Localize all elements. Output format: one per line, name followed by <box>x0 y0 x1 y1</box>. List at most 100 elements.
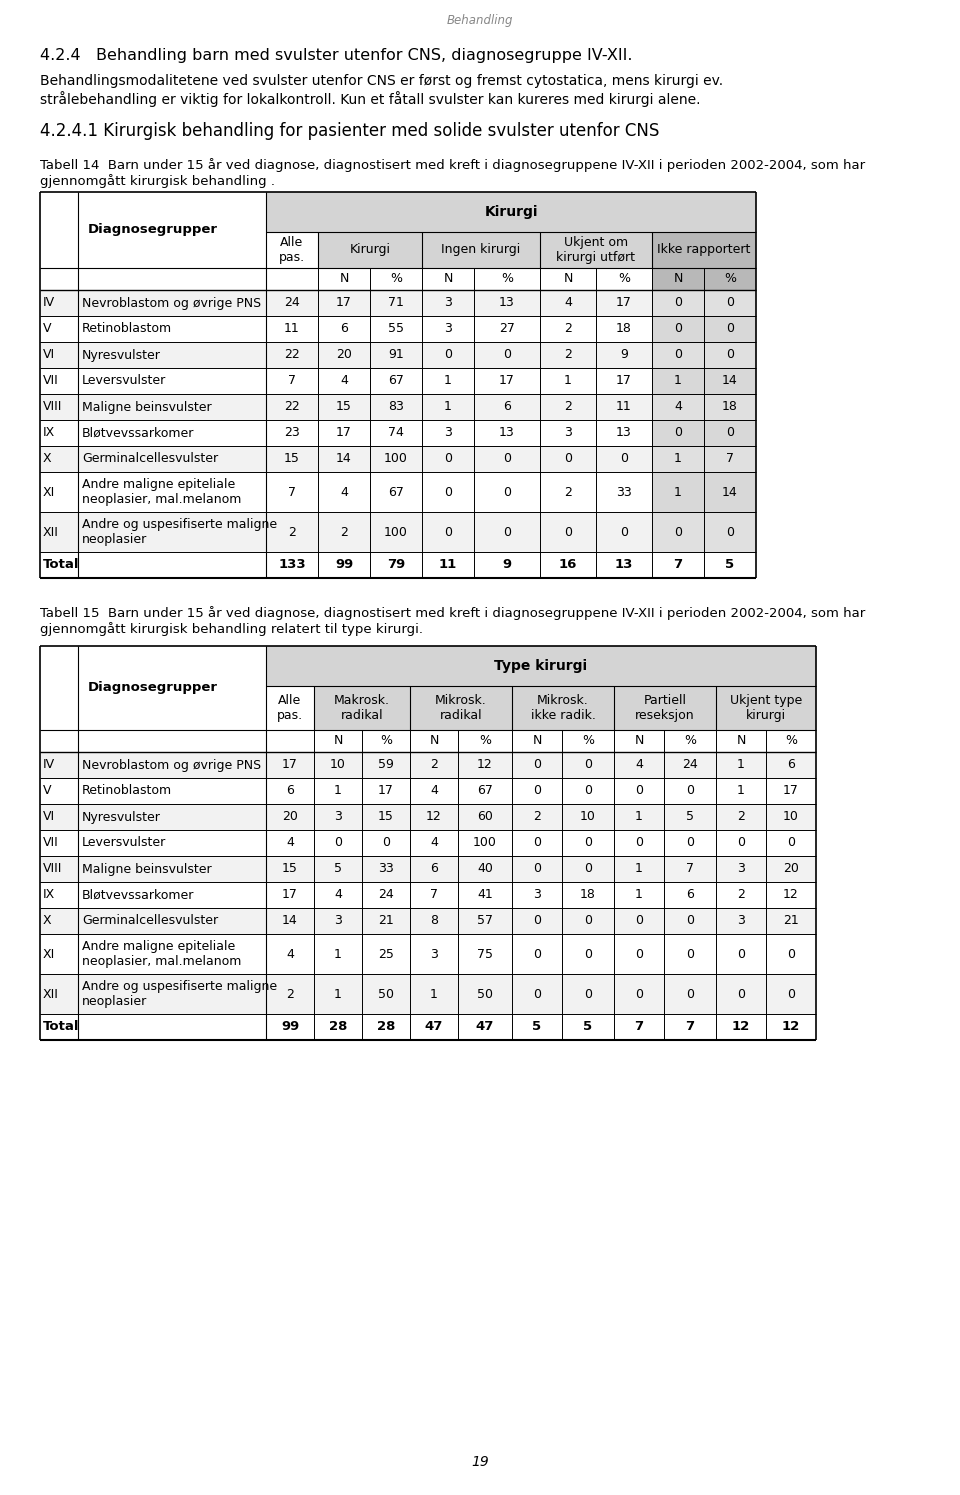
Bar <box>40 511 756 552</box>
Text: 0: 0 <box>726 323 734 335</box>
Text: 4: 4 <box>674 401 682 414</box>
Text: 0: 0 <box>503 348 511 362</box>
Text: 133: 133 <box>278 559 306 571</box>
Text: 3: 3 <box>444 296 452 309</box>
Text: 0: 0 <box>564 453 572 465</box>
Text: X: X <box>43 453 52 465</box>
Text: 0: 0 <box>737 837 745 849</box>
Bar <box>40 315 756 342</box>
Text: 0: 0 <box>584 758 592 771</box>
Bar <box>512 686 614 730</box>
Bar <box>652 232 756 268</box>
Text: 99: 99 <box>335 559 353 571</box>
Text: 15: 15 <box>336 401 352 414</box>
Text: 5: 5 <box>584 1021 592 1033</box>
Text: Maligne beinsvulster: Maligne beinsvulster <box>82 863 211 876</box>
Text: %: % <box>618 272 630 286</box>
Text: Andre maligne epiteliale
neoplasier, mal.melanom: Andre maligne epiteliale neoplasier, mal… <box>82 478 241 505</box>
Text: 4: 4 <box>286 948 294 960</box>
Text: 0: 0 <box>584 837 592 849</box>
Text: 1: 1 <box>636 888 643 901</box>
Text: 4.2.4.1 Kirurgisk behandling for pasienter med solide svulster utenfor CNS: 4.2.4.1 Kirurgisk behandling for pasient… <box>40 123 660 141</box>
Text: 0: 0 <box>674 526 682 538</box>
Text: 1: 1 <box>737 758 745 771</box>
Bar <box>652 290 756 315</box>
Text: 59: 59 <box>378 758 394 771</box>
Text: 4: 4 <box>636 758 643 771</box>
Bar <box>318 232 422 268</box>
Text: Andre og uspesifiserte maligne
neoplasier: Andre og uspesifiserte maligne neoplasie… <box>82 981 277 1008</box>
Text: 0: 0 <box>533 915 541 927</box>
Text: 100: 100 <box>473 837 497 849</box>
Text: 22: 22 <box>284 401 300 414</box>
Text: 8: 8 <box>430 915 438 927</box>
Text: 2: 2 <box>564 401 572 414</box>
Text: 24: 24 <box>284 296 300 309</box>
Text: 3: 3 <box>430 948 438 960</box>
Text: 0: 0 <box>787 988 795 1000</box>
Text: 18: 18 <box>722 401 738 414</box>
Text: VII: VII <box>43 837 59 849</box>
Text: Ukjent om
kirurgi utført: Ukjent om kirurgi utført <box>557 236 636 265</box>
Text: Maligne beinsvulster: Maligne beinsvulster <box>82 401 211 414</box>
Text: 67: 67 <box>477 785 492 797</box>
Bar <box>40 552 756 579</box>
Text: 1: 1 <box>636 863 643 876</box>
Text: 18: 18 <box>580 888 596 901</box>
Bar <box>40 472 756 511</box>
Bar <box>40 395 756 420</box>
Text: 2: 2 <box>737 810 745 824</box>
Text: 24: 24 <box>378 888 394 901</box>
Text: N: N <box>564 272 573 286</box>
Text: 19: 19 <box>471 1455 489 1470</box>
Text: 15: 15 <box>284 453 300 465</box>
Text: Total: Total <box>43 1021 80 1033</box>
Text: 11: 11 <box>616 401 632 414</box>
Text: 12: 12 <box>426 810 442 824</box>
Text: 2: 2 <box>564 486 572 498</box>
Text: IX: IX <box>43 888 56 901</box>
Text: Germinalcellesvulster: Germinalcellesvulster <box>82 453 218 465</box>
Bar <box>40 830 816 857</box>
Text: 0: 0 <box>787 837 795 849</box>
Bar <box>652 395 756 420</box>
Text: Kirurgi: Kirurgi <box>484 205 538 218</box>
Bar <box>40 882 816 907</box>
Text: 3: 3 <box>737 863 745 876</box>
Text: V: V <box>43 323 52 335</box>
Text: Andre maligne epiteliale
neoplasier, mal.melanom: Andre maligne epiteliale neoplasier, mal… <box>82 940 241 967</box>
Text: 47: 47 <box>476 1021 494 1033</box>
Text: 11: 11 <box>439 559 457 571</box>
Text: 91: 91 <box>388 348 404 362</box>
Bar <box>540 232 652 268</box>
Text: VII: VII <box>43 375 59 387</box>
Text: 3: 3 <box>334 915 342 927</box>
Text: 6: 6 <box>686 888 694 901</box>
Text: 2: 2 <box>286 988 294 1000</box>
Text: 67: 67 <box>388 375 404 387</box>
Text: 6: 6 <box>503 401 511 414</box>
Text: 1: 1 <box>334 948 342 960</box>
Text: 7: 7 <box>726 453 734 465</box>
Text: Makrosk.
radikal: Makrosk. radikal <box>334 694 390 722</box>
Text: 83: 83 <box>388 401 404 414</box>
Bar <box>410 686 512 730</box>
Text: %: % <box>479 734 491 748</box>
Text: 1: 1 <box>564 375 572 387</box>
Text: 10: 10 <box>783 810 799 824</box>
Bar <box>40 934 816 975</box>
Bar <box>652 368 756 395</box>
Text: 0: 0 <box>444 348 452 362</box>
Text: 47: 47 <box>425 1021 444 1033</box>
Text: 10: 10 <box>580 810 596 824</box>
Text: 21: 21 <box>378 915 394 927</box>
Text: Alle
pas.: Alle pas. <box>276 694 303 722</box>
Text: 67: 67 <box>388 486 404 498</box>
Bar <box>40 907 816 934</box>
Text: %: % <box>785 734 797 748</box>
Bar <box>40 268 756 290</box>
Text: 9: 9 <box>620 348 628 362</box>
Text: 1: 1 <box>674 375 682 387</box>
Text: 0: 0 <box>686 785 694 797</box>
Text: 6: 6 <box>286 785 294 797</box>
